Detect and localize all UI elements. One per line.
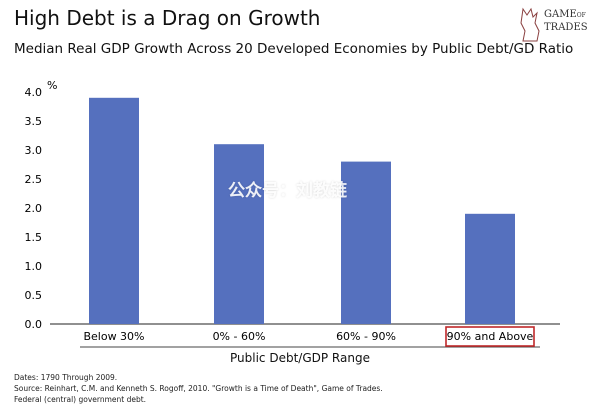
x-tick-label: 90% and Above <box>447 330 534 343</box>
y-tick-label: 2.5 <box>25 173 43 186</box>
bar <box>89 97 139 324</box>
x-axis-label: Public Debt/GDP Range <box>230 351 370 365</box>
y-tick-label: 0.0 <box>25 318 43 331</box>
bar <box>341 161 391 324</box>
footnote-dates: Dates: 1790 Through 2009. <box>14 373 118 382</box>
logo-text: GAMEOF TRADES <box>544 9 588 33</box>
highlight-box <box>445 326 535 347</box>
game-of-trades-logo <box>520 7 540 42</box>
chart-subtitle: Median Real GDP Growth Across 20 Develop… <box>14 41 574 57</box>
x-tick-label: 0% - 60% <box>213 330 266 343</box>
footnote-source: Source: Reinhart, C.M. and Kenneth S. Ro… <box>14 384 383 393</box>
x-tick-label: 60% - 90% <box>336 330 396 343</box>
y-tick-label: 2.0 <box>25 202 43 215</box>
footnote-debt: Federal (central) government debt. <box>14 395 147 404</box>
y-tick-label: 0.5 <box>25 289 43 302</box>
watermark: 公众号：刘教链 <box>228 181 347 201</box>
y-tick-label: 3.0 <box>25 144 43 157</box>
y-tick-label: 4.0 <box>25 86 43 99</box>
x-tick-label: Below 30% <box>83 330 144 343</box>
bar <box>465 213 515 324</box>
bar <box>214 144 264 324</box>
chart-title: High Debt is a Drag on Growth <box>14 6 321 30</box>
y-tick-label: 1.5 <box>25 231 43 244</box>
y-axis-unit: % <box>47 79 57 92</box>
y-tick-label: 3.5 <box>25 115 43 128</box>
y-tick-label: 1.0 <box>25 260 43 273</box>
